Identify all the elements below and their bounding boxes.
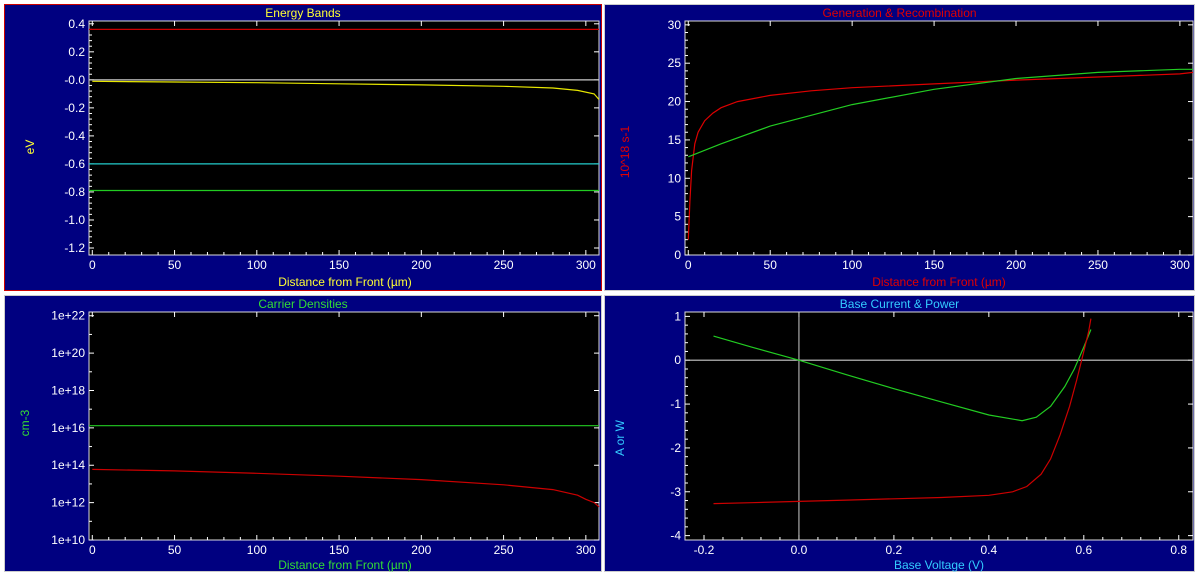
y-tick-label: 0.4 (68, 17, 85, 31)
x-tick-label: 0.0 (791, 543, 808, 557)
generation-recombination-title: Generation & Recombination (822, 6, 977, 20)
x-tick-label: 0.8 (1170, 543, 1187, 557)
x-tick-label: 0.2 (886, 543, 903, 557)
y-tick-label: 1e+18 (51, 383, 85, 397)
plot-area (684, 20, 1194, 256)
y-tick-label: 25 (668, 56, 682, 70)
y-tick-label: 20 (668, 95, 682, 109)
x-tick-label: 50 (168, 258, 182, 272)
y-tick-label: 30 (668, 18, 682, 32)
plot-area (684, 311, 1194, 541)
x-tick-label: 0.4 (981, 543, 998, 557)
series-line-2 (713, 318, 1092, 505)
series-line-1 (688, 68, 1193, 158)
y-tick-label: -0.0 (64, 73, 85, 87)
y-tick-label: 1e+12 (51, 496, 85, 510)
base-current-power-title: Base Current & Power (839, 297, 960, 311)
x-tick-label: 100 (247, 543, 267, 557)
y-tick-label: 0.2 (68, 45, 85, 59)
x-tick-label: 150 (329, 543, 349, 557)
x-tick-label: 0.6 (1075, 543, 1092, 557)
x-tick-label: 0 (89, 258, 96, 272)
energy-bands-plot: 0 50 100 150 200 250 300 0.4 0.2 -0.0 -0.2 -0.4 -0.6… (64, 17, 600, 272)
x-tick-label: 0 (685, 258, 692, 272)
x-tick-label: 200 (411, 258, 431, 272)
x-tick-label: 0 (89, 543, 96, 557)
y-tick-label: -4 (670, 529, 681, 543)
x-tick-label: 250 (494, 258, 514, 272)
base-current-power-plot: -0.2 0.0 0.2 0.4 0.6 0.8 1 0 -1 -2 -3 -4 (670, 309, 1194, 557)
x-tick-label: 250 (1088, 258, 1108, 272)
y-tick-label: 10 (668, 171, 682, 185)
y-tick-label: -2 (670, 441, 681, 455)
x-tick-label: 250 (494, 543, 514, 557)
y-tick-label: -0.2 (64, 101, 85, 115)
x-tick-label: 150 (329, 258, 349, 272)
x-tick-label: 200 (1006, 258, 1026, 272)
x-tick-label: 150 (924, 258, 944, 272)
base-current-power-xlabel: Base Voltage (V) (893, 558, 985, 572)
x-tick-label: 100 (247, 258, 267, 272)
y-tick-label: 0 (674, 248, 681, 262)
x-tick-label: 200 (411, 543, 431, 557)
y-tick-label: -1.2 (64, 241, 85, 255)
carrier-densities-xlabel: Distance from Front (µm) (278, 558, 412, 572)
x-tick-label: 300 (576, 543, 596, 557)
y-tick-label: 0 (674, 353, 681, 367)
y-tick-label: -1.0 (64, 213, 85, 227)
y-tick-label: 1 (674, 309, 681, 323)
x-tick-label: 50 (168, 543, 182, 557)
x-tick-label: 50 (764, 258, 778, 272)
y-tick-label: 1e+10 (51, 533, 85, 547)
series-line-2 (92, 80, 600, 100)
y-tick-label: 1e+16 (51, 421, 85, 435)
y-tick-label: -0.4 (64, 129, 85, 143)
x-tick-label: 300 (1170, 258, 1190, 272)
base-current-power-panel: Base Current & Power A or W Base Voltage… (604, 295, 1195, 572)
y-tick-label: -3 (670, 485, 681, 499)
y-tick-label: 5 (674, 210, 681, 224)
y-tick-label: 1e+20 (51, 346, 85, 360)
y-tick-label: 1e+22 (51, 309, 85, 323)
y-tick-label: 1e+14 (51, 458, 85, 472)
carrier-densities-plot: 0 50 100 150 200 250 300 1e+22 1e+20 1e+18 1e+16 1e… (51, 309, 600, 557)
series-line-1 (713, 329, 1092, 422)
energy-bands-title: Energy Bands (265, 6, 341, 20)
x-tick-label: -0.2 (694, 543, 715, 557)
plot-area (88, 20, 600, 256)
carrier-densities-panel: Carrier Densities cm-3 Distance from Fro… (4, 295, 602, 572)
series-line-1 (92, 468, 600, 508)
y-tick-label: -1 (670, 397, 681, 411)
series-line-0 (687, 71, 1194, 240)
x-tick-label: 300 (576, 258, 596, 272)
carrier-densities-title: Carrier Densities (258, 297, 348, 311)
generation-recombination-xlabel: Distance from Front (µm) (872, 275, 1006, 289)
energy-bands-panel: Energy Bands eV Distance from Front (µm)… (4, 4, 602, 291)
y-tick-label: -0.8 (64, 185, 85, 199)
y-tick-label: -0.6 (64, 157, 85, 171)
energy-bands-xlabel: Distance from Front (µm) (278, 275, 412, 289)
y-tick-label: 15 (668, 133, 682, 147)
x-tick-label: 100 (842, 258, 862, 272)
generation-recombination-panel: Generation & Recombination 10^18 s-1 Dis… (604, 4, 1195, 291)
